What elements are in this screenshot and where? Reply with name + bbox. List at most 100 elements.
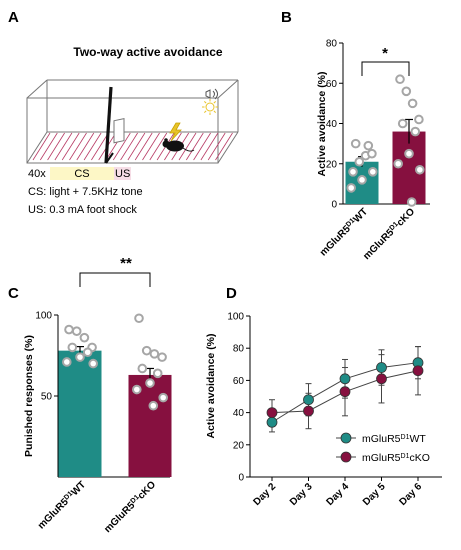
data-point-cko <box>406 197 417 207</box>
data-point-cko <box>404 148 414 159</box>
data-point-cko <box>157 352 167 362</box>
data-point-wt <box>67 342 78 353</box>
data-point-wt <box>346 183 357 193</box>
y-tick-label: 80 <box>233 344 245 355</box>
data-point-legend_wt <box>339 373 351 385</box>
data-point-wt <box>64 324 74 335</box>
light-bulb-icon <box>202 99 218 115</box>
us-epoch-box <box>114 167 131 180</box>
data-point-wt <box>357 175 367 185</box>
y-tick-label: 20 <box>326 159 338 170</box>
panel-b-y-axis-title: Active avoidance (%) <box>316 71 328 176</box>
data-point-cko <box>401 86 412 97</box>
data-point-legend_wt <box>376 362 387 373</box>
data-point-wt <box>71 326 82 337</box>
data-point-cko <box>141 345 152 356</box>
data-point-legend_cko <box>412 365 424 377</box>
x-tick-label: Day 3 <box>288 481 315 508</box>
data-point-cko <box>414 114 424 125</box>
data-point-cko <box>158 392 168 403</box>
data-point-cko <box>149 349 160 359</box>
panel-a-letter: A <box>8 9 19 26</box>
us-description: US: 0.3 mA foot shock <box>28 204 137 216</box>
data-point-legend_cko <box>266 407 278 419</box>
panel-b-significance: * <box>382 45 388 62</box>
panel-c-significance: ** <box>120 255 132 272</box>
y-tick-label: 100 <box>35 311 52 322</box>
data-point-wt <box>62 357 72 367</box>
legend-label-legend_cko: mGluR5D1cKO <box>362 452 430 464</box>
data-point-legend_cko <box>303 405 314 417</box>
category-label-cko: mGluR5D1cKO <box>102 479 158 535</box>
panel-c: C Punished responses (%) 50 100 ** mGluR5… <box>8 255 172 535</box>
x-tick-label: Day 6 <box>397 481 424 508</box>
legend-label-legend_wt: mGluR5D1WT <box>362 433 426 445</box>
data-point-cko <box>132 384 142 395</box>
data-point-wt <box>88 358 98 369</box>
x-tick-label: Day 5 <box>361 481 388 508</box>
data-point-cko <box>148 400 159 411</box>
data-point-cko <box>152 368 163 379</box>
category-label-wt: mGluR5D1WT <box>36 479 89 532</box>
y-tick-label: 60 <box>233 376 245 387</box>
data-point-wt <box>75 352 85 362</box>
panel-b-letter: B <box>281 9 292 26</box>
data-point-wt <box>79 332 90 343</box>
y-tick-label: 40 <box>326 119 338 130</box>
y-tick-label: 20 <box>233 440 245 451</box>
y-tick-label: 60 <box>326 79 338 90</box>
data-point-cko <box>393 158 404 169</box>
panel-d: D Active avoidance (%) 0 20 40 60 80 100 Day … <box>205 285 442 508</box>
data-point-wt <box>82 347 93 358</box>
data-point-wt <box>350 138 361 149</box>
divider-wall <box>104 86 125 164</box>
cs-epoch-label: CS <box>74 168 89 180</box>
cs-epoch-box <box>50 167 114 180</box>
cs-description: CS: light + 7.5KHz tone <box>28 186 143 198</box>
data-point-cko <box>410 126 421 137</box>
data-point-legend_cko <box>339 386 351 398</box>
trial-count: 40x <box>28 168 46 180</box>
speaker-icon <box>205 88 218 100</box>
x-tick-label: Day 2 <box>251 481 278 508</box>
data-point-legend_cko <box>376 373 387 385</box>
y-tick-label: 0 <box>238 473 244 484</box>
data-point-cko <box>134 313 144 324</box>
shuttle-box-drawing <box>26 79 239 164</box>
data-point-cko <box>397 118 408 129</box>
b-significance-bracket <box>361 61 410 76</box>
y-tick-label: 80 <box>326 39 338 50</box>
apparatus-title: Two-way active avoidance <box>73 45 222 59</box>
shock-lightning-icon <box>169 122 182 142</box>
legend-marker-legend_wt <box>340 432 352 444</box>
data-point-cko <box>407 98 418 109</box>
panel-d-letter: D <box>226 285 237 302</box>
floor-grid-bars <box>32 132 233 161</box>
data-point-wt <box>354 156 365 167</box>
data-point-legend_wt <box>266 416 278 428</box>
panel-c-letter: C <box>8 285 19 302</box>
data-point-wt <box>367 148 377 159</box>
data-point-cko <box>145 378 155 388</box>
mouse-icon <box>162 138 195 152</box>
data-point-cko <box>395 74 405 85</box>
y-tick-label: 0 <box>331 200 337 211</box>
data-point-cko <box>415 164 425 175</box>
legend-marker-legend_cko <box>340 451 352 463</box>
data-point-legend_wt <box>303 394 314 406</box>
data-point-wt <box>348 167 358 177</box>
us-epoch-label: US <box>115 168 130 180</box>
panel-c-y-axis-title: Punished responses (%) <box>23 335 35 457</box>
x-tick-label: Day 4 <box>324 481 351 508</box>
c-significance-bracket <box>79 272 151 287</box>
bar-wt <box>58 350 102 477</box>
category-label-wt: mGluR5D1WT <box>318 206 371 259</box>
panel-d-y-axis-title: Active avoidance (%) <box>205 333 217 438</box>
data-point-wt <box>363 140 374 151</box>
y-tick-label: 100 <box>227 312 244 323</box>
data-point-wt <box>368 167 378 177</box>
y-tick-label: 40 <box>233 408 245 419</box>
y-tick-label: 50 <box>41 392 53 403</box>
data-point-cko <box>137 363 148 374</box>
